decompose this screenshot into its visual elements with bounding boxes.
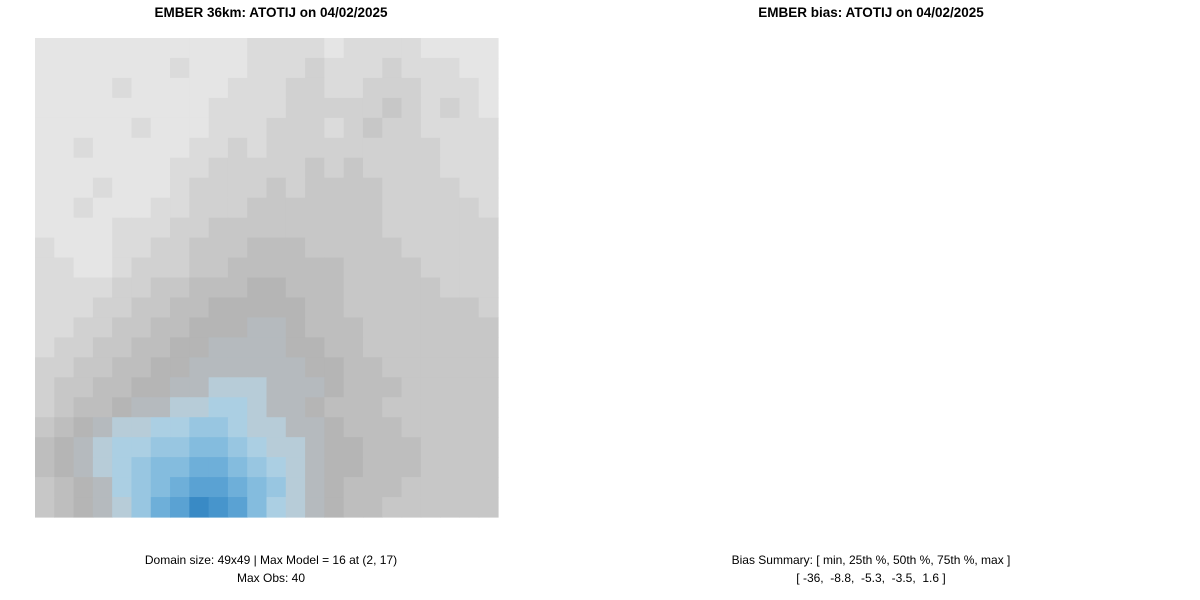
left-caption-line1: Domain size: 49x49 | Max Model = 16 at (… (144, 553, 398, 567)
left-caption-line2: Max Obs: 40 (236, 571, 306, 585)
right-caption-line2: [ -36, -8.8, -5.3, -3.5, 1.6 ] (796, 571, 946, 585)
model-raster (35, 38, 499, 518)
right-panel-title: EMBER bias: ATOTIJ on 04/02/2025 (758, 5, 984, 20)
right-caption-line1: Bias Summary: [ min, 25th %, 50th %, 75t… (731, 553, 1011, 567)
left-map-panel (35, 38, 499, 518)
left-panel-title: EMBER 36km: ATOTIJ on 04/02/2025 (154, 5, 388, 20)
